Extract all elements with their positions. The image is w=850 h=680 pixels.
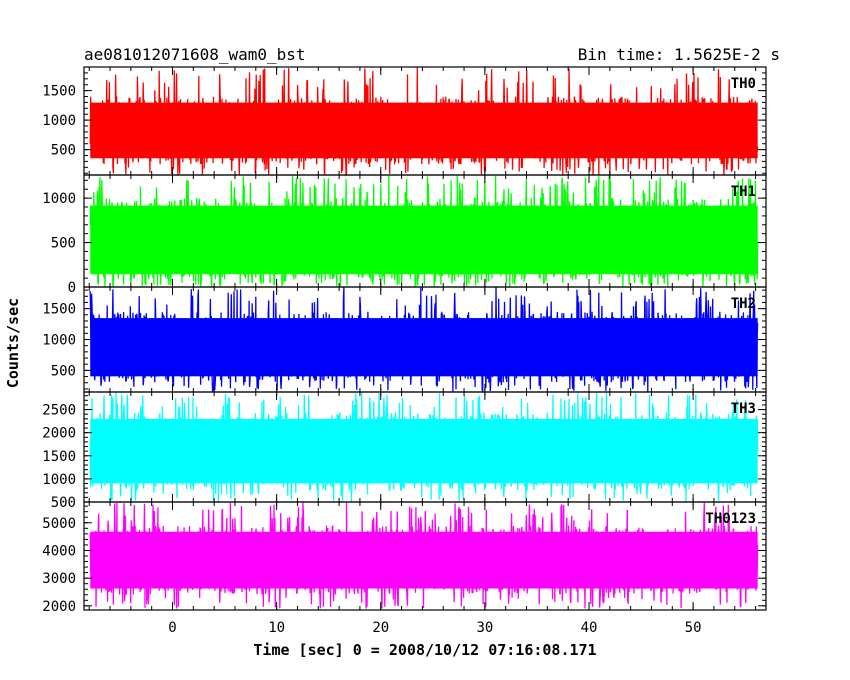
- y-tick-label: 1500: [42, 302, 76, 318]
- panel-label-th2: TH2: [731, 296, 756, 312]
- x-tick-label: 0: [168, 620, 176, 636]
- y-tick-label: 500: [51, 363, 76, 379]
- panel-label-th0123: TH0123: [705, 511, 756, 527]
- y-tick-label: 1000: [42, 113, 76, 129]
- x-tick-label: 50: [685, 620, 702, 636]
- panel-th0: 500 1000 1500 TH0: [42, 66, 767, 177]
- y-axis-label: Counts/sec: [4, 298, 22, 388]
- panel-label-th1: TH1: [731, 184, 756, 200]
- panel-th0123: 2000 3000 4000 5000 TH0123: [42, 501, 767, 615]
- y-tick-label: 0: [68, 280, 76, 296]
- series-core-th2: [90, 318, 758, 377]
- panel-th2: 500 1000 1500 TH2: [42, 286, 767, 393]
- y-tick-label: 4000: [42, 543, 76, 559]
- series-core-th0123: [90, 531, 758, 589]
- panel-label-th0: TH0: [731, 76, 756, 92]
- plot-title: ae081012071608_wam0_bst: [84, 45, 306, 64]
- series-core-th1: [90, 205, 758, 275]
- y-tick-label: 2000: [42, 426, 76, 442]
- x-axis: 0 10 20 30 40 50: [168, 620, 701, 636]
- panel-th3: 500 1000 1500 2000 2500 TH3: [42, 391, 767, 511]
- y-tick-label: 1000: [42, 472, 76, 488]
- y-tick-label: 1500: [42, 84, 76, 100]
- y-tick-label: 500: [51, 143, 76, 159]
- y-tick-label: 1000: [42, 191, 76, 207]
- y-tick-label: 500: [51, 495, 76, 511]
- x-tick-label: 20: [372, 620, 389, 636]
- series-core-th0: [90, 102, 758, 159]
- y-tick-label: 1500: [42, 449, 76, 465]
- x-axis-label: Time [sec] 0 = 2008/10/12 07:16:08.171: [253, 641, 596, 659]
- y-tick-label: 5000: [42, 516, 76, 532]
- x-tick-label: 10: [268, 620, 285, 636]
- y-tick-label: 2500: [42, 403, 76, 419]
- y-tick-label: 3000: [42, 571, 76, 587]
- y-tick-label: 500: [51, 236, 76, 252]
- x-tick-label: 40: [581, 620, 598, 636]
- bin-time-label: Bin time: 1.5625E-2 s: [578, 45, 780, 64]
- series-core-th3: [90, 418, 758, 484]
- y-tick-label: 1000: [42, 333, 76, 349]
- panel-label-th3: TH3: [731, 401, 756, 417]
- x-tick-label: 30: [476, 620, 493, 636]
- y-tick-label: 2000: [42, 599, 76, 615]
- panel-th1: 0 500 1000 TH1: [42, 174, 767, 296]
